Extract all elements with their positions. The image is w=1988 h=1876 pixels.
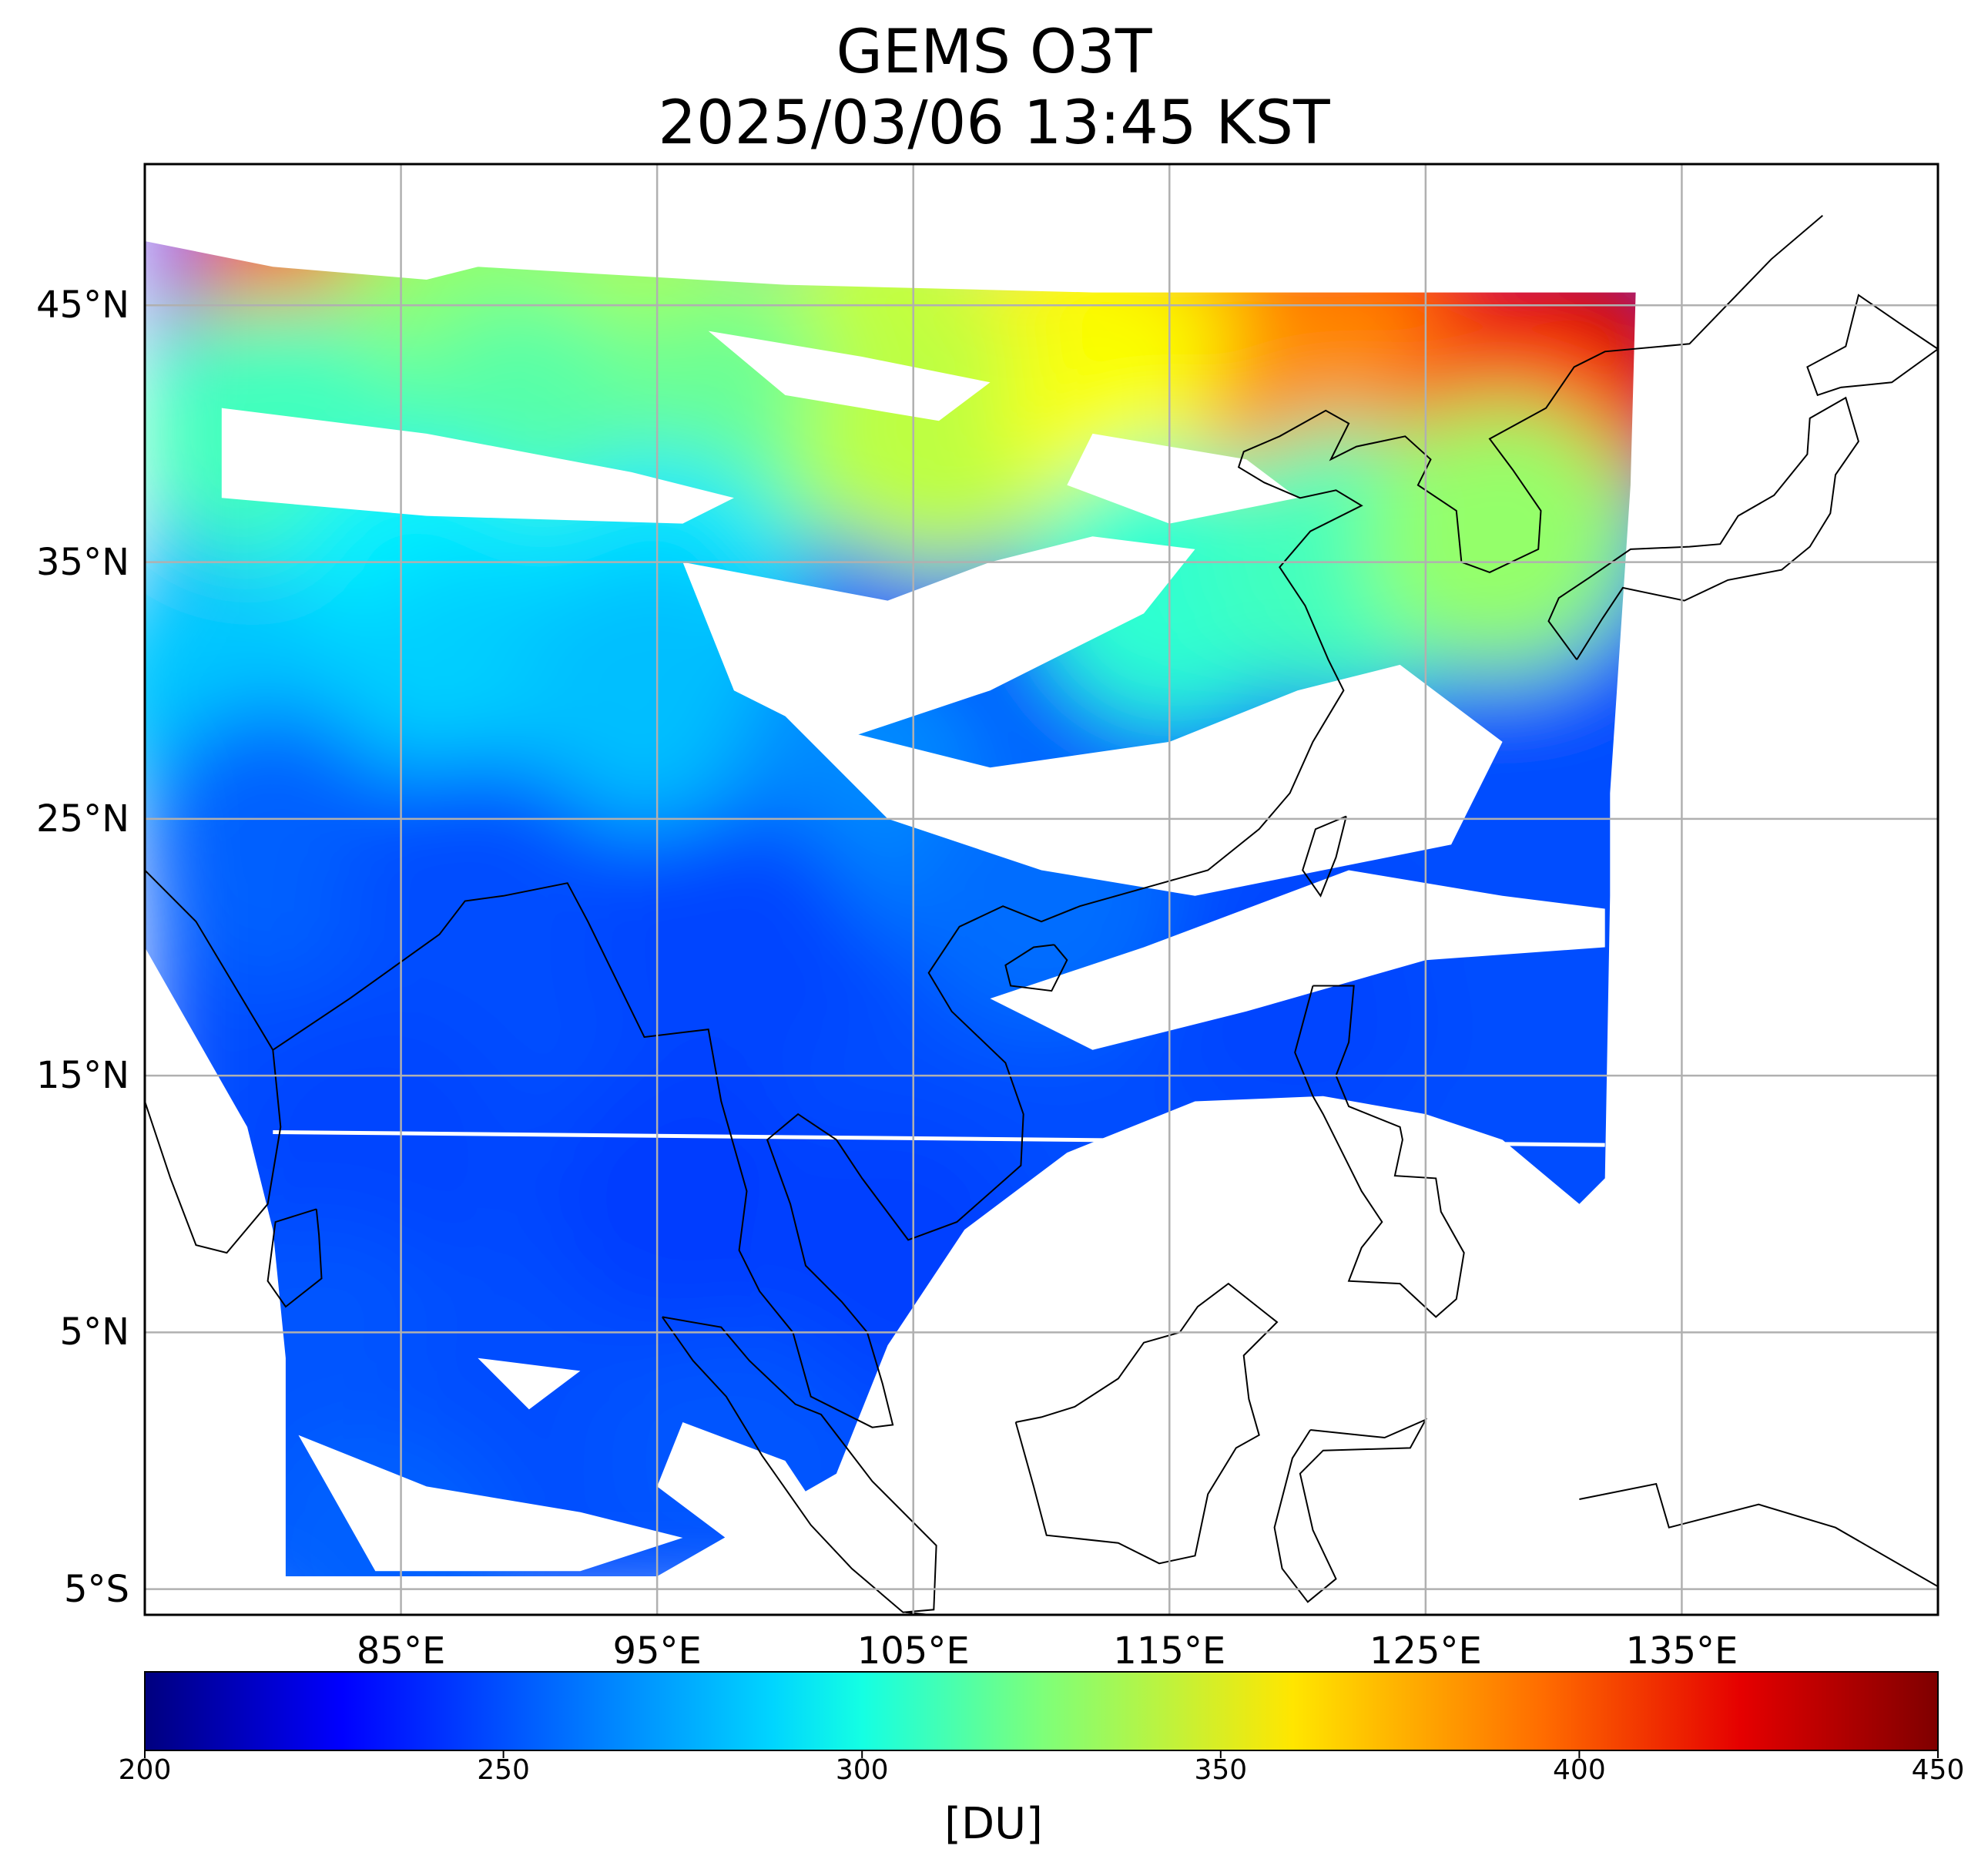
lon-label: 105°E	[857, 1629, 970, 1673]
coastline	[1294, 985, 1465, 1318]
colorbar	[144, 1671, 1939, 1751]
ozone-field-cell	[595, 808, 873, 1086]
colorbar-tick-label: 350	[1194, 1754, 1248, 1786]
coastline	[1004, 944, 1068, 992]
no-data-patch	[1067, 433, 1298, 524]
coastlines	[145, 214, 1938, 1615]
colorbar-tick-label: 250	[477, 1754, 530, 1786]
lon-label: 135°E	[1625, 1629, 1738, 1673]
no-data-patch	[990, 870, 1605, 1050]
coastline	[1302, 815, 1347, 898]
colorbar-ticks	[144, 1750, 1939, 1758]
no-data-patch	[657, 1422, 836, 1564]
coastline	[1273, 1418, 1428, 1603]
colorbar-unit: [DU]	[944, 1799, 1043, 1849]
lat-label: 5°S	[63, 1567, 129, 1611]
colorbar-tick-label: 400	[1553, 1754, 1606, 1786]
lat-label: 15°N	[36, 1054, 129, 1098]
colorbar-tick-label: 200	[118, 1754, 172, 1786]
cloud-no-data	[145, 241, 1605, 1572]
ozone-field-cell	[1363, 398, 1636, 676]
lon-label: 95°E	[612, 1629, 702, 1673]
coastline	[661, 1316, 937, 1613]
map-frame	[143, 163, 1939, 1616]
no-data-patch	[478, 1357, 581, 1410]
coastline	[267, 1208, 323, 1308]
no-data-patch	[785, 664, 1503, 896]
map-timestamp: 2025/03/06 13:45 KST	[658, 89, 1330, 158]
no-data-patch	[145, 241, 529, 280]
no-data-patch	[298, 1435, 683, 1572]
lat-label: 5°N	[59, 1311, 129, 1354]
no-data-patch	[708, 331, 991, 421]
swath-seam	[273, 1129, 1605, 1147]
ozone-field-cell	[339, 757, 617, 1035]
lat-label: 25°N	[36, 797, 129, 841]
coastline	[1579, 1482, 1938, 1588]
no-data-patch	[682, 536, 1195, 742]
gridlines	[145, 164, 1938, 1615]
lon-label: 115°E	[1113, 1629, 1226, 1673]
coastline	[1547, 396, 1859, 660]
colorbar-tick-label: 300	[835, 1754, 889, 1786]
lon-label: 85°E	[356, 1629, 446, 1673]
lat-label: 35°N	[36, 540, 129, 584]
coastline	[1014, 1282, 1279, 1565]
coastline	[145, 869, 282, 1254]
colorbar-tick-label: 450	[1911, 1754, 1965, 1786]
map-area	[145, 164, 1938, 1615]
map-title: GEMS O3T	[836, 18, 1152, 87]
lat-label: 45°N	[36, 284, 129, 327]
coastline	[1806, 294, 1938, 397]
coastline	[272, 214, 1823, 1428]
no-data-patch	[221, 408, 734, 524]
lon-label: 125°E	[1369, 1629, 1482, 1673]
